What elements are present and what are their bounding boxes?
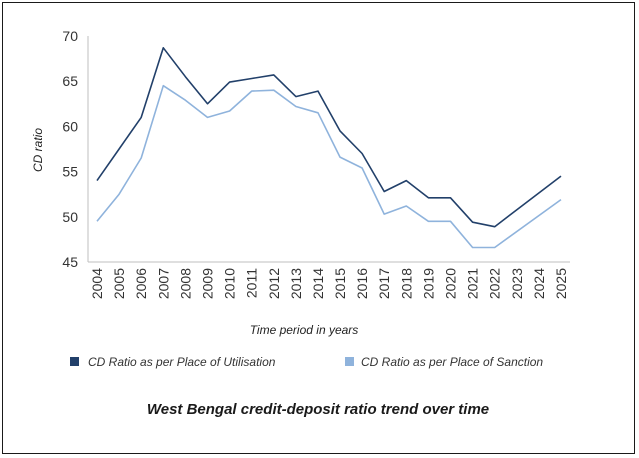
- legend-swatch-utilisation: [70, 357, 79, 366]
- x-tick-label: 2020: [443, 268, 459, 299]
- y-tick-label: 65: [62, 73, 78, 89]
- legend-swatch-sanction: [345, 357, 354, 366]
- x-tick-label: 2005: [111, 268, 127, 299]
- x-tick-labels: 2004 2005 2006 2007 2008 2009 2010 2011 2012 2013…: [89, 268, 569, 299]
- series-line-utilisation: [96, 46, 562, 228]
- y-tick-labels: 70 65 60 55 50 45: [62, 28, 78, 270]
- x-tick-label: 2025: [553, 268, 569, 299]
- x-tick-label: 2013: [288, 268, 304, 299]
- x-tick-label: 2010: [222, 268, 238, 299]
- x-tick-label: 2009: [199, 268, 215, 299]
- y-tick-label: 70: [62, 28, 78, 44]
- y-axis-label: CD ratio: [31, 128, 45, 172]
- x-tick-label: 2004: [89, 268, 105, 299]
- legend-label-utilisation: CD Ratio as per Place of Utilisation: [88, 355, 276, 369]
- axes-group: [87, 36, 570, 263]
- x-tick-label: 2014: [310, 268, 326, 299]
- y-tick-label: 50: [62, 209, 78, 225]
- x-tick-label: 2021: [465, 268, 481, 299]
- x-axis-label: Time period in years: [250, 323, 359, 337]
- x-tick-label: 2024: [531, 268, 547, 299]
- series-lines: [96, 46, 562, 249]
- x-tick-label: 2008: [177, 268, 193, 299]
- x-tick-label: 2023: [509, 268, 525, 299]
- legend: CD Ratio as per Place of Utilisation CD …: [70, 355, 543, 369]
- x-tick-label: 2016: [354, 268, 370, 299]
- y-tick-label: 55: [62, 164, 78, 180]
- x-tick-label: 2019: [420, 268, 436, 299]
- x-tick-label: 2006: [133, 268, 149, 299]
- chart-caption: West Bengal credit-deposit ratio trend o…: [147, 401, 489, 418]
- x-tick-label: 2017: [376, 268, 392, 299]
- legend-label-sanction: CD Ratio as per Place of Sanction: [361, 355, 543, 369]
- x-tick-label: 2022: [487, 268, 503, 299]
- y-tick-label: 60: [62, 118, 78, 134]
- x-tick-label: 2011: [244, 268, 260, 298]
- x-tick-label: 2018: [398, 268, 414, 299]
- x-tick-label: 2012: [266, 268, 282, 299]
- x-tick-label: 2007: [155, 268, 171, 299]
- series-line-sanction: [96, 84, 562, 249]
- y-tick-label: 45: [62, 254, 78, 270]
- x-tick-label: 2015: [332, 268, 348, 299]
- chart-frame: [2, 2, 635, 454]
